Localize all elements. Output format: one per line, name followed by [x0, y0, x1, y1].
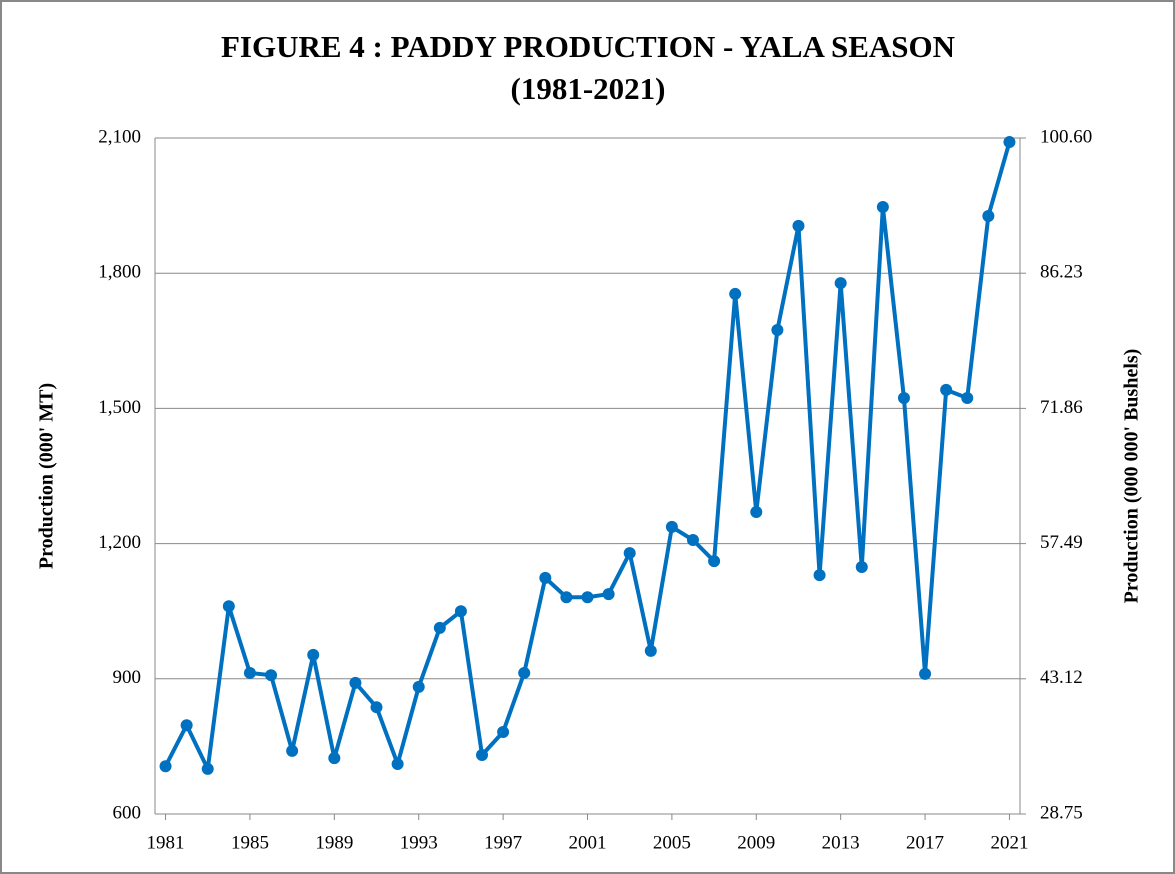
data-point [729, 287, 742, 300]
data-point [876, 200, 889, 213]
y-tick-label: 2,100 [98, 126, 141, 147]
x-tick-label: 2001 [569, 832, 607, 853]
data-point [623, 547, 636, 560]
data-point [307, 648, 320, 661]
y-tick-label: 600 [113, 802, 142, 823]
data-point [243, 666, 256, 679]
y2-tick-label: 43.12 [1040, 667, 1083, 688]
data-point [897, 392, 910, 405]
data-point [370, 701, 383, 714]
x-tick-label: 2013 [822, 832, 860, 853]
data-point [265, 669, 278, 682]
data-point [750, 506, 763, 519]
data-point [454, 605, 467, 618]
y2-tick-label: 71.86 [1040, 397, 1083, 418]
x-tick-label: 1985 [231, 832, 269, 853]
data-point [412, 680, 425, 693]
data-point [581, 591, 594, 604]
data-point [328, 752, 341, 765]
data-point [834, 277, 847, 290]
chart-title: FIGURE 4 : PADDY PRODUCTION - YALA SEASO… [221, 29, 955, 64]
x-tick-label: 2021 [990, 832, 1028, 853]
y2-tick-label: 100.60 [1040, 126, 1092, 147]
data-point [1003, 136, 1016, 149]
y2-tick-label: 28.75 [1040, 802, 1083, 823]
data-point [159, 760, 172, 773]
x-tick-label: 1993 [400, 832, 438, 853]
data-point [644, 644, 657, 657]
data-point [476, 748, 489, 761]
data-point [665, 520, 678, 533]
data-point [560, 591, 573, 604]
data-point [539, 571, 552, 584]
y-tick-label: 1,500 [98, 397, 141, 418]
y-tick-label: 1,200 [98, 532, 141, 553]
data-point [855, 561, 868, 574]
data-point [771, 323, 784, 336]
y-tick-label: 1,800 [98, 262, 141, 283]
x-tick-label: 1997 [484, 832, 522, 853]
y-tick-label: 900 [113, 667, 142, 688]
data-point [349, 676, 362, 689]
data-point [433, 621, 446, 634]
x-tick-label: 1981 [147, 832, 185, 853]
data-point [180, 719, 193, 732]
data-point [961, 392, 974, 405]
data-point [602, 588, 615, 601]
x-tick-label: 2009 [737, 832, 775, 853]
data-point [919, 667, 932, 680]
y2-axis-label: Production (000 000' Bushels) [1121, 349, 1143, 604]
data-point [940, 383, 953, 396]
data-point [813, 569, 826, 582]
y2-tick-label: 86.23 [1040, 262, 1083, 283]
y-axis-label: Production (000' MT) [36, 383, 58, 569]
data-point [222, 600, 235, 613]
data-point [286, 744, 299, 757]
data-point [792, 219, 805, 232]
y2-tick-label: 57.49 [1040, 532, 1083, 553]
data-point [982, 209, 995, 222]
x-tick-label: 2005 [653, 832, 691, 853]
chart-subtitle: (1981-2021) [511, 71, 666, 106]
data-point [391, 757, 404, 770]
data-point [201, 762, 214, 775]
x-tick-label: 1989 [315, 832, 353, 853]
data-point [497, 725, 510, 738]
x-tick-label: 2017 [906, 832, 944, 853]
data-point [518, 666, 531, 679]
data-point [686, 533, 699, 546]
data-point [708, 555, 721, 568]
